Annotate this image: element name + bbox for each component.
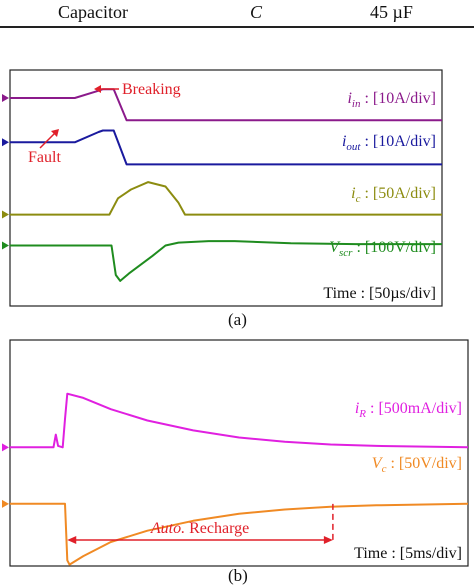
trace-v-c: [10, 502, 469, 566]
annotation-fault-arrowhead: [51, 129, 59, 137]
table-row: Capacitor C 45 µF: [0, 0, 474, 30]
channel-marker-c: [2, 210, 9, 219]
annotation-breaking-arrowhead: [94, 85, 101, 93]
component-name: Capacitor: [58, 2, 128, 22]
channel-marker-c: [2, 499, 9, 508]
channel-label-i-in: iin : [10A/div]: [347, 90, 436, 110]
channel-marker-r: [2, 443, 9, 452]
channel-label-i-out: iout : [10A/div]: [342, 133, 436, 153]
channel-marker-out: [2, 138, 9, 147]
channel-label-i-c: ic : [50A/div]: [351, 185, 436, 205]
component-value: 45 µF: [370, 2, 413, 22]
time-scale-label: Time : [5ms/div]: [354, 545, 462, 562]
annotation-breaking: Breaking: [122, 81, 181, 98]
panel-b-caption: (b): [228, 566, 248, 585]
panel-a-caption: (a): [228, 310, 247, 329]
oscilloscope-panel-a: iin : [10A/div] iout : [10A/div] ic : [50A…: [2, 69, 443, 307]
recharge-arrowhead-right: [323, 536, 333, 544]
trace-i-c: [10, 181, 442, 216]
recharge-arrowhead-left: [67, 536, 77, 544]
time-scale-label: Time : [50µs/div]: [323, 285, 436, 302]
trace-v-scr: [10, 240, 442, 282]
channel-label-v-scr: Vscr : [100V/div]: [329, 239, 436, 259]
trace-i-r: [10, 392, 469, 449]
channel-label-v-c: Vc : [50V/div]: [372, 455, 462, 475]
annotation-auto-recharge: Auto. Recharge: [150, 520, 249, 537]
plot-frame: [9, 339, 469, 567]
channel-marker-in: [2, 94, 9, 103]
annotation-fault: Fault: [28, 149, 61, 166]
channel-label-i-r: iR : [500mA/div]: [355, 400, 462, 420]
channel-marker-scr: [2, 241, 9, 250]
table-bottom-rule: [0, 26, 474, 28]
plot-frame: [9, 69, 443, 307]
annotation-fault-arrow: [39, 131, 57, 149]
component-symbol: C: [250, 2, 263, 22]
oscilloscope-panel-b: iR : [500mA/div] Vc : [50V/div] Time : [5m…: [2, 339, 469, 567]
trace-i-out: [10, 129, 442, 166]
